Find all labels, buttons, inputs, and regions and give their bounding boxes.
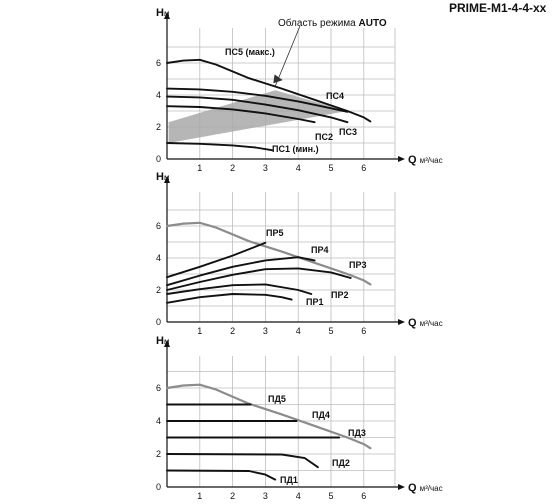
x-tick-label: 3 xyxy=(263,491,268,501)
auto-label-prefix: Область режима xyxy=(278,17,359,29)
x-tick-label: 1 xyxy=(197,491,202,501)
series-line xyxy=(166,267,352,291)
y-tick-label: 2 xyxy=(156,449,161,459)
y-tick-label: 0 xyxy=(156,317,161,327)
auto-label-emph: AUTO xyxy=(359,18,387,29)
series-line xyxy=(166,87,349,113)
y-axis-label: Нм xyxy=(156,335,169,347)
x-tick-label: 5 xyxy=(329,326,334,336)
y-tick-label: 0 xyxy=(156,482,161,492)
x-axis-arrow xyxy=(398,319,405,325)
series-line xyxy=(166,293,293,304)
x-axis-arrow xyxy=(398,156,405,162)
grid xyxy=(167,192,396,322)
series-line xyxy=(166,256,316,287)
x-axis-unit: м³/час xyxy=(420,156,443,165)
y-axis-unit: м xyxy=(164,337,170,346)
y-axis-unit: м xyxy=(164,9,170,18)
series-label: ПС3 xyxy=(339,127,357,137)
series-label: ПС2 xyxy=(315,132,333,142)
x-tick-label: 2 xyxy=(230,326,235,336)
series-line xyxy=(166,453,319,469)
x-axis-unit: м³/час xyxy=(420,484,443,493)
y-tick-label: 0 xyxy=(156,154,161,164)
y-axis-unit: м xyxy=(164,173,170,182)
series-label: ПС5 (макс.) xyxy=(225,47,275,57)
series-line xyxy=(166,58,372,123)
x-tick-label: 6 xyxy=(361,491,366,501)
x-tick-label: 5 xyxy=(329,163,334,173)
x-tick-label: 1 xyxy=(197,326,202,336)
series-label: ПС1 (мин.) xyxy=(272,144,319,154)
x-tick-label: 1 xyxy=(197,163,202,173)
series-label: ПР4 xyxy=(311,245,328,255)
max-envelope-curve xyxy=(165,221,372,286)
y-axis-label: Нм xyxy=(156,7,169,19)
y-tick-label: 6 xyxy=(156,383,161,393)
y-axis-label: Нм xyxy=(156,171,169,183)
y-tick-label: 4 xyxy=(156,416,161,426)
y-tick-label: 2 xyxy=(156,122,161,132)
auto-leader-line xyxy=(274,25,301,87)
series-label: ПД2 xyxy=(332,458,350,468)
x-tick-label: 5 xyxy=(329,491,334,501)
y-tick-label: 4 xyxy=(156,90,161,100)
y-tick-label: 6 xyxy=(156,221,161,231)
auto-region-label: Область режима AUTO xyxy=(278,17,387,29)
x-axis-label: Q м³/час xyxy=(408,317,443,329)
series-label: ПД4 xyxy=(312,410,330,420)
y-tick-label: 4 xyxy=(156,253,161,263)
series-label: ПР2 xyxy=(331,290,348,300)
x-axis-arrow xyxy=(398,484,405,490)
series-line xyxy=(166,283,313,295)
series-label: ПД1 xyxy=(280,475,298,485)
x-tick-label: 6 xyxy=(361,326,366,336)
series-line xyxy=(166,469,277,481)
series-label: ПР1 xyxy=(306,297,323,307)
x-axis-label: Q м³/час xyxy=(408,482,443,494)
x-axis-label: Q м³/час xyxy=(408,154,443,166)
chart-panel-3: 1 2 3 4 5 6 0 2 4 6 Нм Q м³/час ПД5 ПД4 ПД3 ПД2 ПД1 xyxy=(156,335,443,501)
y-axis-arrow xyxy=(164,12,170,19)
series-line xyxy=(166,241,267,279)
series-label: ПД3 xyxy=(348,428,366,438)
series-line xyxy=(166,142,273,152)
x-tick-label: 4 xyxy=(296,163,301,173)
y-tick-label: 6 xyxy=(156,58,161,68)
series-line xyxy=(166,95,349,124)
chart-panel-2: 1 2 3 4 5 6 0 2 4 6 Нм Q м³/час ПР5 ПР4 ПР3 ПР2 ПР1 xyxy=(156,171,443,336)
max-envelope-curve xyxy=(165,383,372,450)
auto-region xyxy=(168,90,348,143)
series-label: ПС4 xyxy=(326,91,344,101)
y-axis-arrow xyxy=(164,176,170,183)
series-line xyxy=(166,105,316,124)
x-tick-label: 4 xyxy=(296,326,301,336)
x-axis-unit: м³/час xyxy=(420,319,443,328)
series-label: ПР3 xyxy=(349,260,366,270)
auto-leader-arrow xyxy=(273,74,283,84)
series-label: ПД5 xyxy=(268,394,286,404)
x-tick-label: 6 xyxy=(361,163,366,173)
x-tick-label: 3 xyxy=(263,163,268,173)
x-tick-label: 2 xyxy=(230,491,235,501)
series-label: ПР5 xyxy=(266,228,283,238)
y-tick-label: 2 xyxy=(156,285,161,295)
x-tick-label: 2 xyxy=(230,163,235,173)
chart-panel-1: 1 2 3 4 5 6 0 2 4 6 Нм Q м³/час Область режима AUTO П… xyxy=(156,7,443,173)
y-axis-arrow xyxy=(164,340,170,347)
x-tick-label: 3 xyxy=(263,326,268,336)
x-tick-label: 4 xyxy=(296,491,301,501)
model-title: PRIME-M1-4-4-хх xyxy=(449,1,547,15)
